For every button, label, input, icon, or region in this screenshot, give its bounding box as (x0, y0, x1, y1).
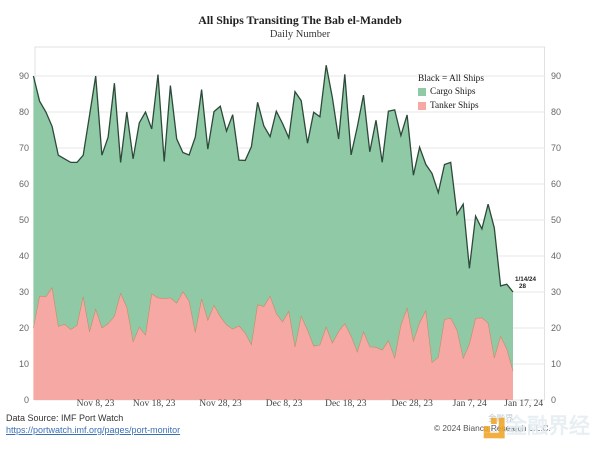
svg-text:Dec 8, 23: Dec 8, 23 (266, 399, 303, 409)
svg-text:28: 28 (519, 283, 527, 290)
svg-text:20: 20 (19, 323, 29, 333)
svg-text:Nov 18, 23: Nov 18, 23 (133, 399, 176, 409)
svg-text:1/14/24: 1/14/24 (515, 276, 537, 283)
svg-text:Nov 28, 23: Nov 28, 23 (199, 399, 242, 409)
svg-text:Dec 28, 23: Dec 28, 23 (391, 399, 433, 409)
svg-text:70: 70 (19, 143, 29, 153)
svg-text:70: 70 (551, 143, 561, 153)
svg-text:0: 0 (24, 395, 29, 405)
svg-text:90: 90 (551, 71, 561, 81)
svg-text:30: 30 (551, 287, 561, 297)
svg-text:Nov 8, 23: Nov 8, 23 (77, 399, 115, 409)
svg-text:90: 90 (19, 71, 29, 81)
svg-text:0: 0 (551, 395, 556, 405)
svg-text:40: 40 (551, 251, 561, 261)
svg-text:10: 10 (19, 359, 29, 369)
svg-text:50: 50 (551, 215, 561, 225)
svg-text:60: 60 (551, 179, 561, 189)
svg-text:50: 50 (19, 215, 29, 225)
svg-text:80: 80 (551, 107, 561, 117)
svg-text:10: 10 (551, 359, 561, 369)
svg-text:30: 30 (19, 287, 29, 297)
svg-text:40: 40 (19, 251, 29, 261)
svg-text:Jan 7, 24: Jan 7, 24 (453, 399, 487, 409)
svg-text:60: 60 (19, 179, 29, 189)
svg-text:20: 20 (551, 323, 561, 333)
svg-text:80: 80 (19, 107, 29, 117)
svg-text:Dec 18, 23: Dec 18, 23 (325, 399, 367, 409)
svg-text:Jan 17, 24: Jan 17, 24 (504, 399, 543, 409)
